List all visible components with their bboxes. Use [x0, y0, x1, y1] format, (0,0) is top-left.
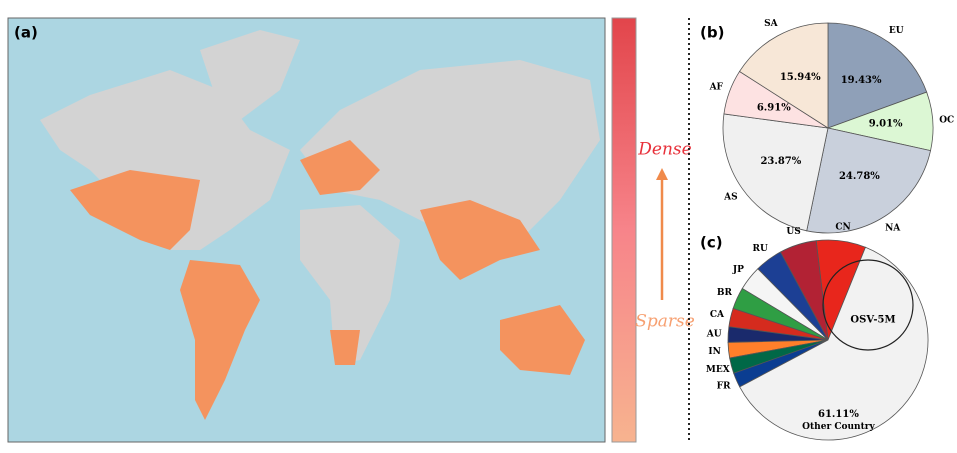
category-label: CN	[835, 223, 850, 233]
pie-slice	[722, 113, 829, 232]
category-label: OC	[939, 116, 954, 126]
value-label: 9.01%	[869, 119, 903, 130]
category-label: IN	[708, 347, 720, 357]
category-label: US	[786, 227, 800, 237]
australia	[500, 305, 585, 375]
panel-label: (c)	[700, 234, 723, 252]
value-label: 19.43%	[841, 75, 882, 86]
value-label: 6.91%	[757, 103, 791, 114]
category-label: NA	[885, 223, 901, 233]
pie-slice	[739, 246, 929, 441]
inset-circle	[822, 259, 914, 351]
category-label: AF	[709, 83, 724, 93]
category-label: RU	[753, 244, 768, 254]
eurasia	[300, 60, 600, 270]
category-label: AS	[723, 192, 737, 202]
pie-charts: EU 19.43% OC 9.01% NA 24.78% AS 23.87% AF 6.91% SA…	[700, 19, 954, 441]
category-label: SA	[764, 19, 778, 29]
pie-slice	[806, 127, 932, 234]
category-label: JP	[732, 265, 744, 275]
panel-label: (b)	[700, 24, 724, 42]
pie-slice	[827, 22, 928, 129]
africa-coverage	[330, 330, 360, 365]
category-label: Other Country	[802, 422, 875, 432]
category-label: AU	[706, 329, 722, 339]
asia-coverage	[420, 200, 540, 280]
greenland	[200, 30, 300, 120]
pie-slice	[738, 22, 829, 129]
colorbar	[611, 17, 637, 443]
arrow-head	[656, 168, 668, 180]
europe-coverage	[300, 140, 380, 195]
africa	[300, 205, 400, 365]
category-label: EU	[889, 26, 904, 36]
sparse-label: Sparse	[635, 312, 695, 332]
north-america	[40, 70, 290, 250]
category-label: FR	[717, 381, 731, 391]
value-label: 23.87%	[760, 156, 801, 167]
category-label: CA	[710, 310, 725, 320]
panel-label: (a)	[14, 24, 38, 42]
category-label: BR	[717, 288, 733, 298]
value-label: 24.78%	[839, 171, 880, 182]
category-label: MEX	[706, 365, 730, 375]
world-map: (a)	[7, 17, 606, 443]
dense-label: Dense	[637, 140, 691, 160]
value-label: 61.11%	[818, 409, 859, 420]
north-america-coverage	[70, 170, 200, 250]
value-label: 15.94%	[780, 72, 821, 83]
annotation: OSV-5M	[850, 315, 895, 326]
south-america	[180, 260, 260, 420]
